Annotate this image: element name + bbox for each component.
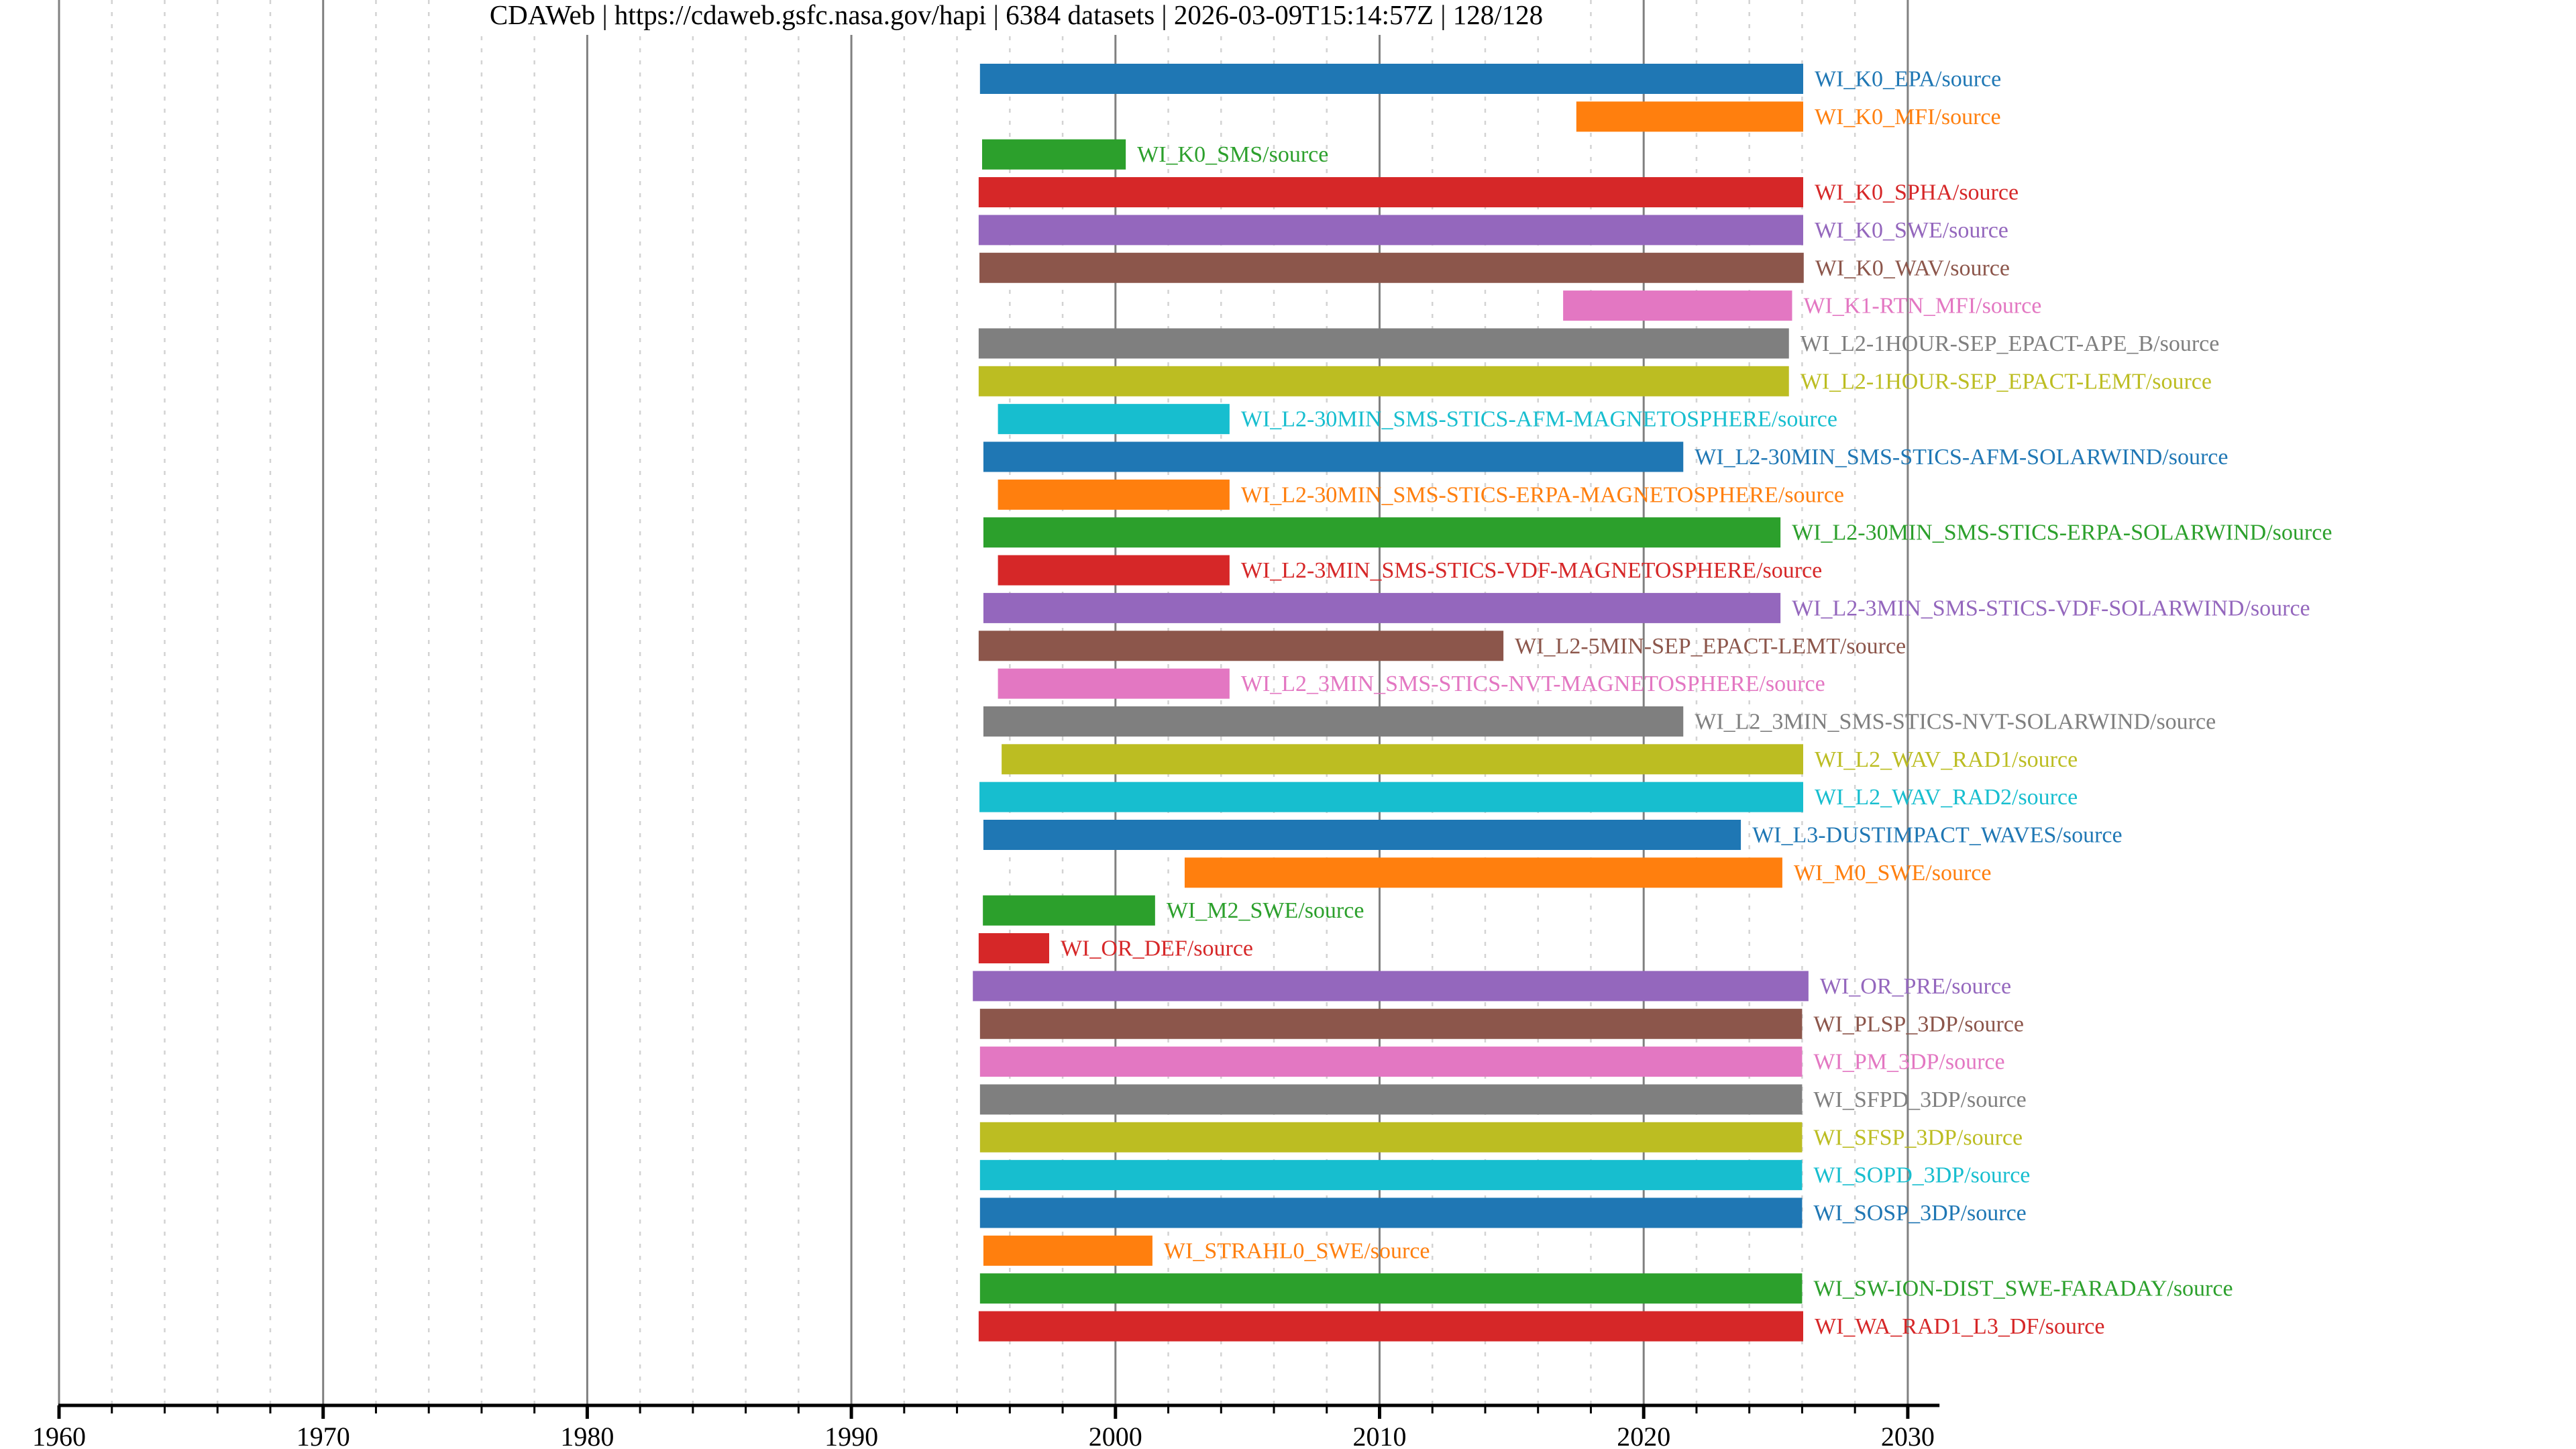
bar-label: WI_OR_PRE/source — [1820, 974, 2011, 999]
timeline-bar — [979, 1273, 1803, 1304]
timeline-bar — [979, 64, 1803, 94]
bar-label: WI_L2-30MIN_SMS-STICS-AFM-MAGNETOSPHERE/… — [1241, 407, 1837, 432]
timeline-bar — [983, 517, 1781, 548]
bar-label: WI_K0_SMS/source — [1137, 142, 1328, 167]
bar-label: WI_K1-RTN_MFI/source — [1803, 294, 2041, 319]
bar-label: WI_L2-1HOUR-SEP_EPACT-LEMT/source — [1801, 369, 2212, 394]
timeline-bar — [998, 404, 1230, 435]
timeline-bar — [973, 971, 1809, 1002]
x-tick-label: 1970 — [297, 1421, 350, 1449]
bar-label: WI_SW-ION-DIST_SWE-FARADAY/source — [1813, 1277, 2233, 1301]
bar-label: WI_WA_RAD1_L3_DF/source — [1815, 1314, 2105, 1339]
bar-label: WI_L2_3MIN_SMS-STICS-NVT-SOLARWIND/sourc… — [1695, 709, 2216, 734]
bar-label: WI_M2_SWE/source — [1167, 898, 1364, 923]
timeline-bar — [983, 592, 1781, 623]
timeline-bar — [1002, 744, 1803, 775]
timeline-bar — [998, 668, 1230, 699]
bar-labels-group: WI_K0_EPA/source WI_K0_MFI/source WI_K0_SM… — [1061, 67, 2332, 1340]
bar-label: WI_L2-5MIN-SEP_EPACT-LEMT/source — [1515, 634, 1906, 659]
timeline-bar — [983, 1235, 1152, 1266]
timeline-bar — [979, 1046, 1803, 1077]
bar-label: WI_OR_DEF/source — [1061, 936, 1253, 961]
bar-label: WI_L3-DUSTIMPACT_WAVES/source — [1752, 823, 2123, 848]
bar-label: WI_L2-3MIN_SMS-STICS-VDF-SOLARWIND/sourc… — [1792, 596, 2310, 621]
timeline-bar — [979, 1197, 1803, 1228]
timeline-bar — [1563, 290, 1792, 321]
x-tick-label: 2000 — [1089, 1421, 1142, 1449]
x-tick-label: 2020 — [1617, 1421, 1670, 1449]
timeline-bar — [998, 479, 1230, 510]
bar-label: WI_K0_WAV/source — [1815, 256, 2010, 280]
timeline-bar — [978, 177, 1803, 208]
bar-label: WI_L2-30MIN_SMS-STICS-AFM-SOLARWIND/sour… — [1695, 445, 2228, 470]
bar-label: WI_SFSP_3DP/source — [1813, 1125, 2023, 1150]
timeline-bar — [983, 820, 1741, 850]
grid — [58, 0, 1909, 1405]
timeline-bar — [979, 782, 1803, 812]
bar-label: WI_L2-1HOUR-SEP_EPACT-APE_B/source — [1801, 331, 2220, 356]
bar-label: WI_M0_SWE/source — [1794, 861, 1992, 885]
timeline-bar — [978, 366, 1789, 396]
timeline-bar — [979, 1160, 1803, 1191]
timeline-bar — [983, 706, 1684, 737]
timeline-bar — [978, 328, 1789, 359]
title-background — [463, 0, 1570, 35]
timeline-bar — [978, 631, 1504, 661]
timeline-bar — [981, 139, 1126, 170]
chart-title: CDAWeb | https://cdaweb.gsfc.nasa.gov/ha… — [490, 0, 1543, 30]
timeline-bar — [978, 215, 1803, 246]
bar-label: WI_L2_WAV_RAD2/source — [1815, 785, 2078, 810]
bar-label: WI_SOPD_3DP/source — [1813, 1163, 2030, 1188]
timeline-bar — [998, 555, 1230, 586]
bar-label: WI_L2-30MIN_SMS-STICS-ERPA-SOLARWIND/sou… — [1792, 521, 2332, 545]
timeline-bar — [978, 1311, 1803, 1342]
timeline-bar — [1576, 101, 1803, 132]
bar-label: WI_K0_SPHA/source — [1815, 180, 2019, 205]
x-tick-label: 1980 — [560, 1421, 614, 1449]
timeline-bar — [979, 1084, 1803, 1115]
bar-label: WI_STRAHL0_SWE/source — [1164, 1238, 1430, 1263]
timeline-bar — [983, 895, 1155, 926]
bar-label: WI_K0_SWE/source — [1815, 218, 2008, 243]
bar-label: WI_L2_WAV_RAD1/source — [1815, 747, 2078, 772]
timeline-bar — [979, 252, 1804, 283]
bar-label: WI_SFPD_3DP/source — [1813, 1087, 2026, 1112]
bar-label: WI_L2_3MIN_SMS-STICS-NVT-MAGNETOSPHERE/s… — [1241, 672, 1825, 696]
bar-label: WI_SOSP_3DP/source — [1813, 1201, 2026, 1226]
timeline-bar — [983, 441, 1684, 472]
bar-label: WI_K0_MFI/source — [1815, 105, 2001, 129]
timeline-bar — [979, 1008, 1803, 1039]
bar-label: WI_PLSP_3DP/source — [1813, 1012, 2024, 1036]
timeline-bar — [1184, 857, 1782, 888]
timeline-bar — [979, 1122, 1803, 1152]
bar-label: WI_L2-30MIN_SMS-STICS-ERPA-MAGNETOSPHERE… — [1241, 482, 1844, 507]
x-tick-label: 1990 — [824, 1421, 878, 1449]
x-axis: 1960 1970 1980 1990 2000 2010 2020 2030 — [32, 1403, 1940, 1449]
x-tick-label: 2030 — [1881, 1421, 1935, 1449]
bar-label: WI_PM_3DP/source — [1813, 1050, 2004, 1075]
timeline-bar — [978, 933, 1049, 964]
x-tick-label: 2010 — [1353, 1421, 1407, 1449]
bar-label: WI_L2-3MIN_SMS-STICS-VDF-MAGNETOSPHERE/s… — [1241, 558, 1822, 583]
bars-group — [973, 64, 1809, 1342]
bar-label: WI_K0_EPA/source — [1815, 67, 2001, 92]
x-tick-label: 1960 — [32, 1421, 86, 1449]
